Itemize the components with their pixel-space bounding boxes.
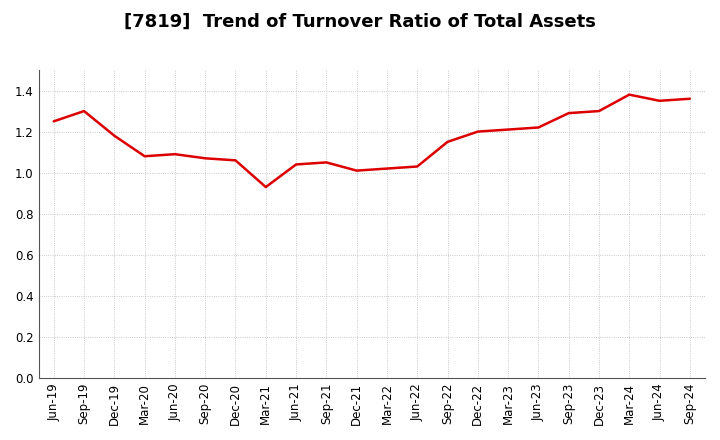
- Text: [7819]  Trend of Turnover Ratio of Total Assets: [7819] Trend of Turnover Ratio of Total …: [124, 13, 596, 31]
